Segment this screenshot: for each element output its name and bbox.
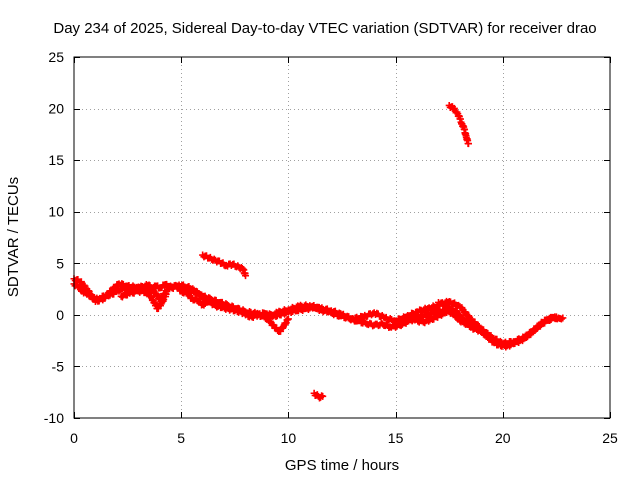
x-tick-label: 15 xyxy=(388,430,404,446)
series-branch-2-4h xyxy=(117,287,170,313)
series-branch-5-7h xyxy=(175,281,224,309)
y-tick-label: 15 xyxy=(48,152,64,168)
x-tick-label: 20 xyxy=(495,430,511,446)
data-points xyxy=(70,101,567,402)
x-axis-label: GPS time / hours xyxy=(285,457,399,474)
grid xyxy=(74,57,610,418)
x-tick-label: 25 xyxy=(602,430,618,446)
series-segment-11h xyxy=(310,389,327,402)
y-tick-label: 25 xyxy=(48,49,64,65)
series-segment-6-8h xyxy=(199,251,250,280)
y-tick-label: 10 xyxy=(48,204,64,220)
x-tick-label: 0 xyxy=(70,430,78,446)
x-tick-label: 10 xyxy=(281,430,297,446)
plot-frame xyxy=(73,56,611,419)
y-tick-label: 0 xyxy=(56,307,64,323)
y-tick-label: -5 xyxy=(52,358,65,374)
y-tick-label: -10 xyxy=(44,410,64,426)
chart-title: Day 234 of 2025, Sidereal Day-to-day VTE… xyxy=(53,20,596,37)
series-branch-9-10h xyxy=(259,309,292,335)
series-segment-17-18h xyxy=(445,101,472,148)
y-tick-label: 20 xyxy=(48,101,64,117)
x-tick-label: 5 xyxy=(177,430,185,446)
y-tick-label: 5 xyxy=(56,255,64,271)
series-branch-17-19h xyxy=(434,298,481,332)
axis-ticks: 0 5 10 15 20 25 -10 -5 0 5 10 15 20 25 xyxy=(44,49,618,446)
y-axis-label: SDTVAR / TECUs xyxy=(5,177,22,297)
